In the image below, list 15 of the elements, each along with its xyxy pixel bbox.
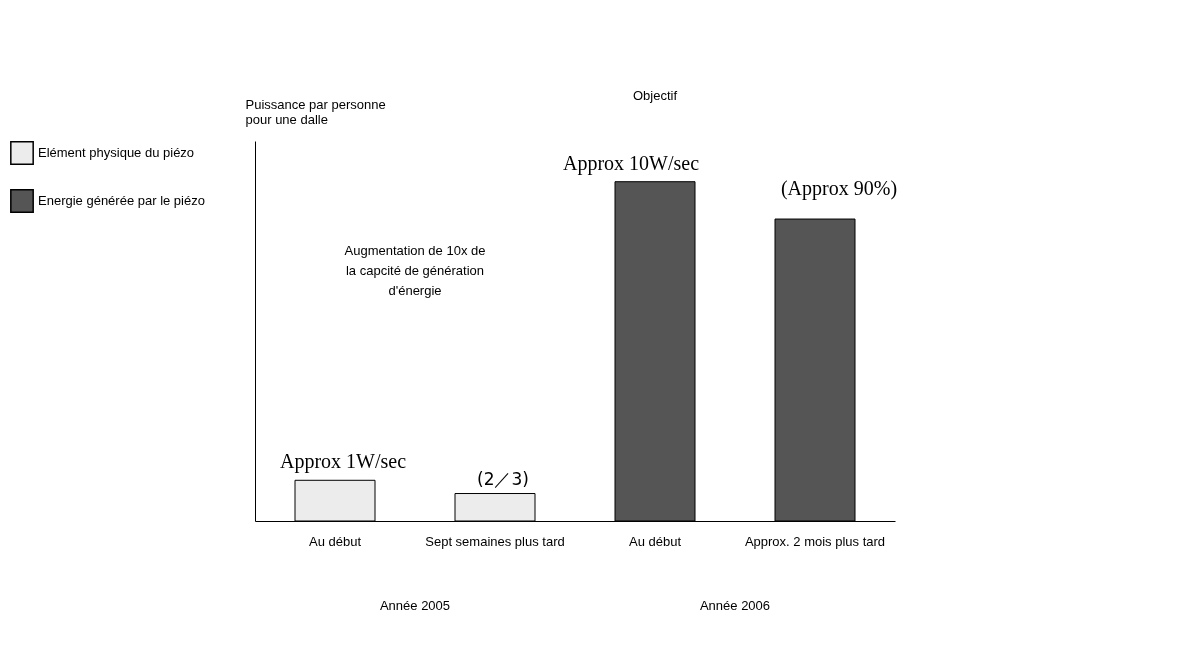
y-axis-title: Puissance par personne pour une dalle bbox=[245, 96, 386, 127]
text: Objectif bbox=[632, 88, 678, 103]
annotation: Approx 1W/sec bbox=[279, 450, 407, 474]
x-tick-label: Au début bbox=[628, 533, 682, 549]
legend-label: Energie générée par le piézo bbox=[38, 193, 205, 208]
legend-label: Elément physique du piézo bbox=[38, 145, 195, 160]
text: Approx 10W/sec bbox=[562, 151, 700, 175]
annotation: (Approx 90%) bbox=[780, 177, 898, 201]
x-tick-label: Sept semaines plus tard bbox=[425, 533, 565, 549]
text: Année 2006 bbox=[699, 598, 771, 613]
x-tick-label: Au début bbox=[308, 533, 362, 549]
annotation: Augmentation de 10x de la capcité de génération d'énergie bbox=[344, 243, 486, 298]
text: Année 2005 bbox=[379, 598, 451, 613]
annotation: (2／3) bbox=[477, 468, 529, 489]
x-tick-label: Approx. 2 mois plus tard bbox=[744, 533, 886, 549]
